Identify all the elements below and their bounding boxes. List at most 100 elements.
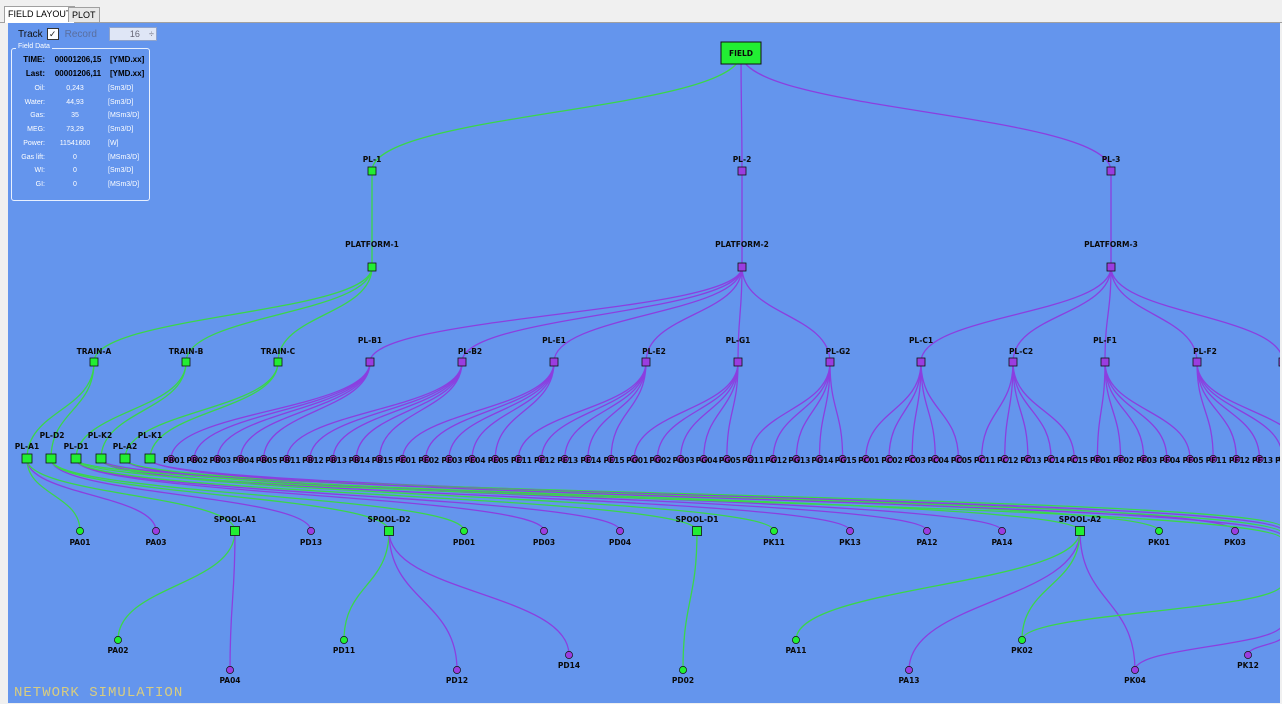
platform-node[interactable] (1106, 262, 1116, 272)
well-node[interactable] (167, 455, 175, 463)
well-node[interactable] (306, 455, 314, 463)
well-node[interactable] (908, 455, 917, 463)
well-node[interactable] (1000, 455, 1009, 463)
well-node[interactable] (540, 527, 548, 535)
spool-node[interactable] (692, 526, 702, 536)
well-node[interactable] (259, 455, 268, 463)
well-node[interactable] (226, 666, 234, 674)
platform-node[interactable] (367, 262, 377, 272)
well-node[interactable] (453, 666, 461, 674)
well-node[interactable] (861, 455, 870, 463)
pipeline-node[interactable] (367, 166, 377, 176)
well-node[interactable] (1116, 455, 1125, 463)
well-node[interactable] (838, 455, 847, 463)
manifold-node[interactable] (144, 453, 156, 464)
well-node[interactable] (676, 455, 685, 463)
field-node[interactable] (720, 41, 762, 65)
well-node[interactable] (931, 455, 940, 463)
train-node[interactable] (273, 357, 283, 367)
well-node[interactable] (905, 666, 913, 674)
well-node[interactable] (340, 636, 348, 644)
well-node[interactable] (792, 636, 800, 644)
well-node[interactable] (352, 455, 361, 463)
well-node[interactable] (616, 527, 624, 535)
well-node[interactable] (560, 455, 569, 463)
platform-node[interactable] (737, 262, 747, 272)
well-node[interactable] (998, 527, 1006, 535)
well-node[interactable] (514, 455, 523, 463)
well-node[interactable] (1232, 455, 1241, 463)
well-node[interactable] (1278, 455, 1280, 462)
well-node[interactable] (653, 455, 662, 463)
well-node[interactable] (815, 455, 824, 463)
well-node[interactable] (746, 455, 754, 463)
network-canvas[interactable]: FIELD PL-1 PL-2 PL-3 PLATFORM-1 PLATFORM-2 PLA… (8, 23, 1280, 703)
well-node[interactable] (846, 527, 854, 535)
well-node[interactable] (923, 527, 931, 535)
well-node[interactable] (1047, 455, 1056, 463)
well-node[interactable] (1131, 666, 1139, 674)
flowline-node[interactable] (457, 357, 467, 367)
well-node[interactable] (1139, 455, 1148, 463)
well-node[interactable] (468, 455, 477, 463)
well-node[interactable] (1155, 527, 1163, 535)
manifold-node[interactable] (119, 453, 131, 464)
well-node[interactable] (236, 455, 245, 463)
flowline-node[interactable] (825, 357, 835, 367)
well-node[interactable] (607, 455, 615, 463)
pipeline-node[interactable] (737, 166, 747, 176)
well-node[interactable] (722, 455, 731, 463)
well-node[interactable] (583, 455, 592, 463)
spool-node[interactable] (1075, 526, 1085, 536)
manifold-node[interactable] (95, 453, 107, 464)
well-node[interactable] (1244, 651, 1252, 659)
record-spinner[interactable]: 16 ÷ (108, 27, 157, 41)
well-node[interactable] (375, 455, 384, 463)
well-node[interactable] (679, 666, 687, 674)
flowline-node[interactable] (549, 357, 559, 367)
spool-node[interactable] (384, 526, 394, 536)
well-node[interactable] (1162, 455, 1171, 463)
train-node[interactable] (89, 357, 99, 367)
well-node[interactable] (1070, 455, 1079, 463)
well-node[interactable] (444, 455, 453, 463)
well-node[interactable] (1231, 527, 1239, 535)
spool-node[interactable] (230, 526, 240, 536)
manifold-node[interactable] (45, 453, 57, 464)
track-checkbox[interactable]: ✓ (46, 28, 59, 40)
well-node[interactable] (282, 455, 291, 463)
flowline-node[interactable] (1192, 357, 1202, 367)
well-node[interactable] (1255, 455, 1264, 463)
flowline-node[interactable] (1100, 357, 1110, 367)
well-node[interactable] (769, 455, 778, 463)
well-node[interactable] (460, 527, 468, 535)
well-node[interactable] (630, 455, 639, 463)
well-node[interactable] (885, 455, 893, 463)
well-node[interactable] (76, 527, 84, 535)
train-node[interactable] (181, 357, 191, 367)
flowline-node[interactable] (1278, 357, 1280, 367)
well-node[interactable] (977, 455, 986, 463)
flowline-node[interactable] (1008, 357, 1018, 367)
well-node[interactable] (770, 527, 778, 535)
flowline-node[interactable] (365, 357, 375, 367)
well-node[interactable] (1209, 455, 1218, 463)
manifold-node[interactable] (21, 453, 33, 464)
well-node[interactable] (307, 527, 315, 535)
flowline-node[interactable] (641, 357, 651, 367)
well-node[interactable] (421, 455, 430, 463)
tab-field-layout[interactable]: FIELD LAYOUT (4, 6, 76, 23)
well-node[interactable] (537, 455, 546, 463)
manifold-node[interactable] (70, 453, 82, 464)
well-node[interactable] (699, 455, 708, 463)
flowline-node[interactable] (733, 357, 743, 367)
well-node[interactable] (565, 651, 573, 659)
tab-plot[interactable]: PLOT (68, 7, 100, 22)
well-node[interactable] (491, 455, 500, 463)
well-node[interactable] (190, 455, 199, 463)
well-node[interactable] (114, 636, 122, 644)
well-node[interactable] (1018, 636, 1026, 644)
well-node[interactable] (152, 527, 160, 535)
well-node[interactable] (792, 455, 801, 463)
well-node[interactable] (1093, 455, 1102, 463)
